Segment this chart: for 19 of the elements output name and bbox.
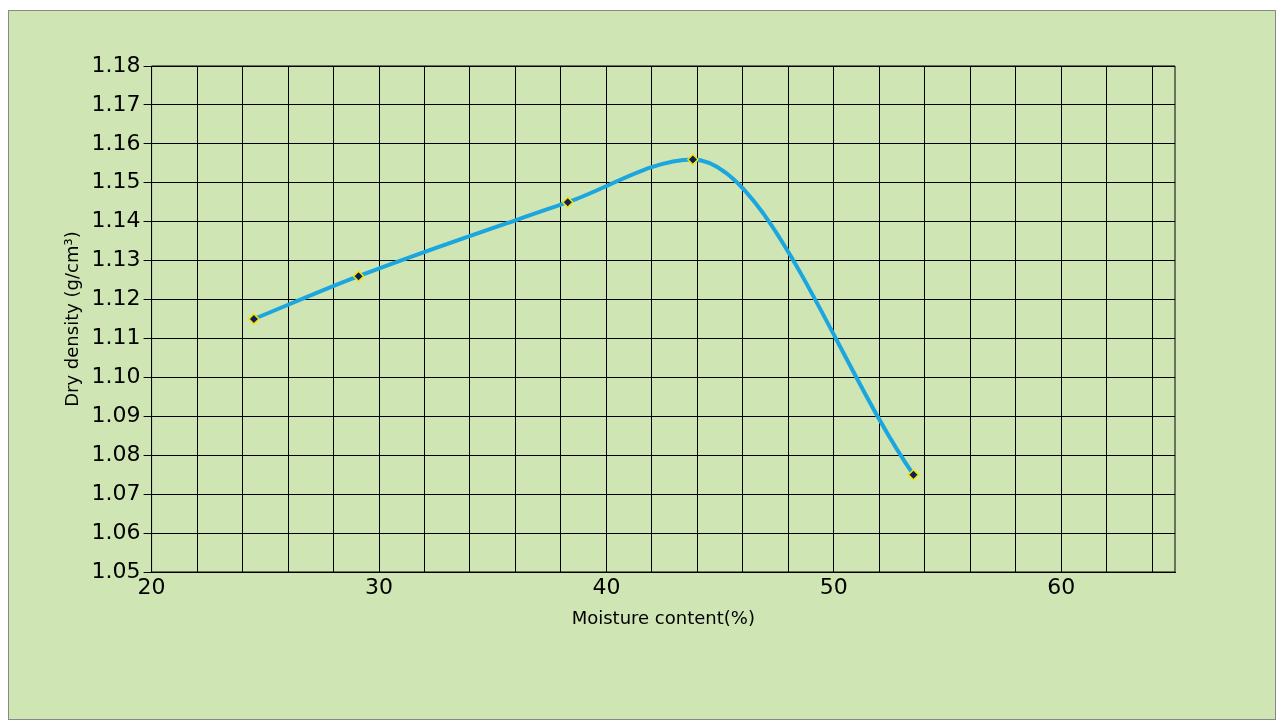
y-tick-label: 1.14 [91, 207, 141, 233]
y-tick-label: 1.16 [91, 129, 141, 155]
y-tick-label: 1.12 [91, 285, 141, 311]
x-axis-title: Moisture content(%) [571, 606, 755, 628]
y-tick-label: 1.18 [91, 51, 141, 77]
y-axis-title: Dry density (g/cm³) [61, 231, 83, 407]
y-tick-label: 1.06 [91, 518, 141, 544]
y-tick-label: 1.07 [91, 479, 141, 505]
x-tick-label: 30 [365, 573, 394, 599]
y-tick-label: 1.17 [91, 90, 141, 116]
x-tick-label: 50 [819, 573, 848, 599]
y-tick-label: 1.08 [91, 440, 141, 466]
y-tick-label: 1.10 [91, 363, 141, 389]
y-tick-label: 1.09 [91, 402, 141, 428]
x-tick-label: 40 [592, 573, 621, 599]
y-tick-label: 1.11 [91, 324, 141, 350]
y-tick-label: 1.13 [91, 246, 141, 272]
x-tick-label: 60 [1047, 573, 1076, 599]
y-tick-label: 1.15 [91, 168, 141, 194]
